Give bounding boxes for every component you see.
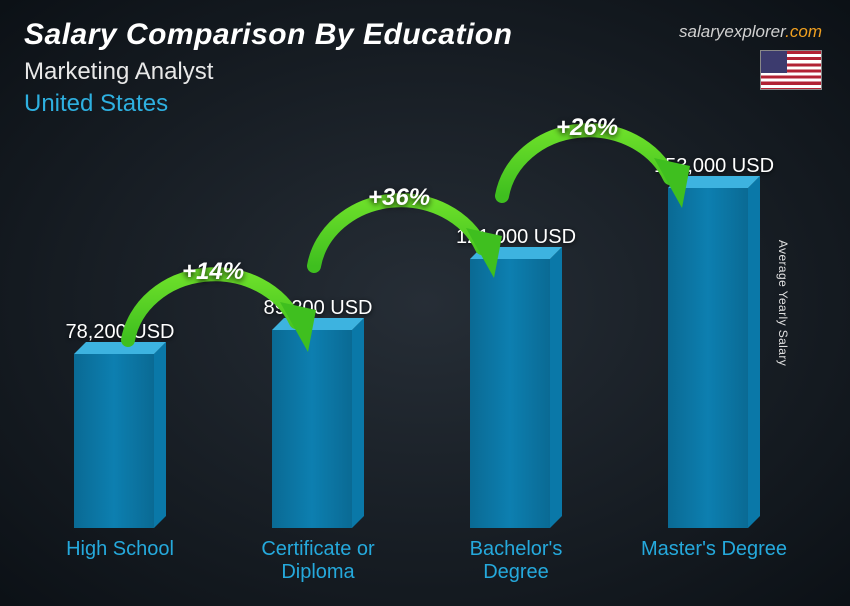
brand-tld: .com — [785, 22, 822, 41]
bar-group: 121,000 USD Bachelor's Degree — [436, 226, 596, 584]
bar-category-label: High School — [66, 538, 174, 584]
flag-icon — [760, 50, 822, 90]
brand-watermark: salaryexplorer.com — [679, 22, 822, 42]
growth-pct-label: +26% — [556, 114, 618, 142]
bar-group: 78,200 USD High School — [40, 321, 200, 584]
bar-value-label: 89,200 USD — [264, 297, 373, 320]
bar — [668, 188, 760, 528]
bar-value-label: 78,200 USD — [66, 321, 175, 344]
bar — [74, 354, 166, 528]
growth-pct-label: +36% — [368, 184, 430, 212]
subtitle-country: United States — [24, 90, 826, 118]
bar-category-label: Certificate or Diploma — [238, 538, 398, 584]
brand-name: salaryexplorer — [679, 22, 785, 41]
bar — [470, 259, 562, 528]
bar-category-label: Bachelor's Degree — [436, 538, 596, 584]
y-axis-label: Average Yearly Salary — [776, 240, 790, 366]
growth-pct-label: +14% — [182, 258, 244, 286]
subtitle-role: Marketing Analyst — [24, 58, 826, 86]
bar-group: 89,200 USD Certificate or Diploma — [238, 297, 398, 584]
bar — [272, 330, 364, 528]
bar-group: 153,000 USD Master's Degree — [634, 155, 794, 584]
bar-value-label: 121,000 USD — [456, 226, 576, 249]
bar-value-label: 153,000 USD — [654, 155, 774, 178]
bar-category-label: Master's Degree — [641, 538, 787, 584]
